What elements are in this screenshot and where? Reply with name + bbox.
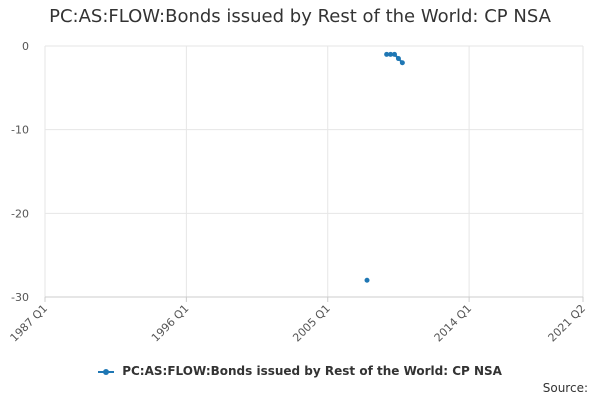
x-tick-label: 2021 Q2: [546, 302, 589, 345]
data-point[interactable]: [399, 60, 405, 66]
data-point[interactable]: [364, 277, 370, 283]
grid-lines: [44, 45, 584, 298]
series-layer: [364, 51, 405, 283]
y-tick-label: -30: [11, 291, 29, 304]
data-point[interactable]: [392, 51, 398, 57]
y-tick-label: 0: [22, 40, 29, 53]
legend-swatch: [98, 367, 115, 377]
y-tick-label: -10: [11, 124, 29, 137]
data-point[interactable]: [395, 56, 401, 62]
x-tick-label: 1987 Q1: [8, 302, 51, 345]
x-tick-label: 2014 Q1: [432, 302, 475, 345]
y-tick-label: -20: [11, 207, 29, 220]
source-label: Source:: [542, 381, 588, 395]
legend-label: PC:AS:FLOW:Bonds issued by Rest of the W…: [122, 364, 502, 378]
data-point[interactable]: [388, 51, 394, 57]
data-point[interactable]: [384, 51, 390, 57]
x-tick-label: 2005 Q1: [290, 302, 333, 345]
legend[interactable]: PC:AS:FLOW:Bonds issued by Rest of the W…: [0, 364, 600, 378]
x-tick-label: 1996 Q1: [149, 302, 192, 345]
chart-title: PC:AS:FLOW:Bonds issued by Rest of the W…: [49, 6, 551, 27]
